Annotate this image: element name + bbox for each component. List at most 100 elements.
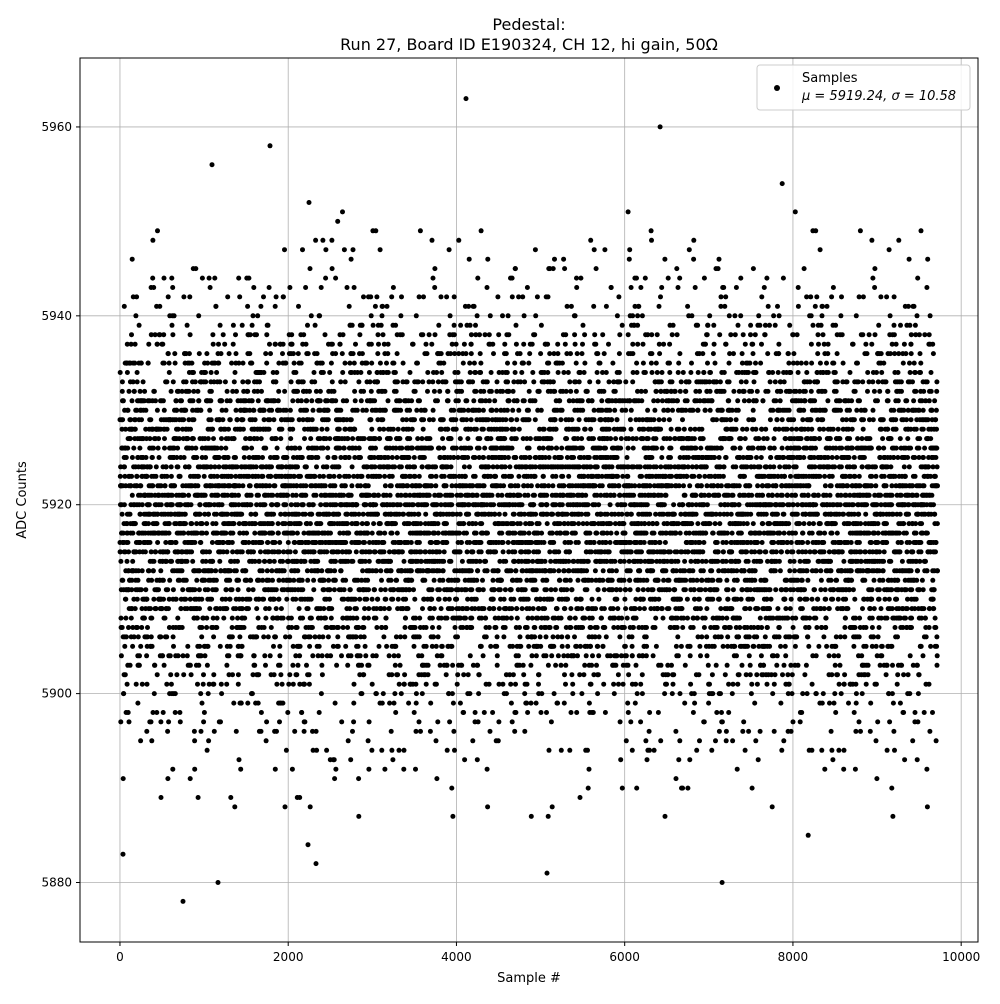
data-point: [525, 625, 530, 630]
data-point: [139, 417, 144, 422]
data-point: [529, 483, 534, 488]
data-point: [488, 313, 493, 318]
data-point: [506, 313, 511, 318]
data-point: [198, 512, 203, 517]
data-point: [133, 521, 138, 526]
data-point: [369, 748, 374, 753]
data-point: [458, 512, 463, 517]
data-point: [275, 502, 280, 507]
data-point: [239, 512, 244, 517]
data-point: [126, 625, 131, 630]
data-point: [121, 776, 126, 781]
data-point: [413, 682, 418, 687]
data-point: [462, 757, 467, 762]
data-point: [232, 804, 237, 809]
data-point: [531, 502, 536, 507]
data-point: [459, 540, 464, 545]
data-point: [478, 361, 483, 366]
data-point: [126, 549, 131, 554]
data-point: [439, 370, 444, 375]
data-point: [137, 323, 142, 328]
data-point: [524, 701, 529, 706]
data-point: [352, 285, 357, 290]
data-point: [197, 606, 202, 611]
data-point: [260, 568, 265, 573]
data-point: [193, 266, 198, 271]
data-point: [354, 549, 359, 554]
data-point: [468, 446, 473, 451]
data-point: [181, 899, 186, 904]
data-point: [237, 757, 242, 762]
data-point: [226, 427, 231, 432]
data-point: [281, 294, 286, 299]
data-point: [347, 361, 352, 366]
data-point: [469, 568, 474, 573]
data-point: [469, 351, 474, 356]
data-point: [383, 597, 388, 602]
data-point: [277, 653, 282, 658]
data-point: [437, 597, 442, 602]
data-point: [193, 379, 198, 384]
data-point: [347, 474, 352, 479]
data-point: [437, 587, 442, 592]
data-point: [191, 398, 196, 403]
data-point: [431, 417, 436, 422]
data-point: [256, 701, 261, 706]
data-point: [197, 351, 202, 356]
data-point: [118, 474, 123, 479]
data-point: [455, 682, 460, 687]
data-point: [235, 616, 240, 621]
data-point: [367, 559, 372, 564]
data-point: [237, 634, 242, 639]
data-point: [146, 521, 151, 526]
data-point: [211, 682, 216, 687]
data-point: [353, 398, 358, 403]
data-point: [151, 285, 156, 290]
data-point: [186, 493, 191, 498]
data-point: [490, 342, 495, 347]
data-point: [449, 644, 454, 649]
data-point: [455, 578, 460, 583]
data-point: [170, 767, 175, 772]
data-point: [456, 238, 461, 243]
data-point: [397, 748, 402, 753]
data-point: [155, 521, 160, 526]
data-point: [415, 436, 420, 441]
data-point: [272, 559, 277, 564]
data-point: [277, 549, 282, 554]
data-point: [165, 776, 170, 781]
data-point: [138, 389, 143, 394]
data-point: [267, 342, 272, 347]
data-point: [233, 455, 238, 460]
data-point: [367, 719, 372, 724]
data-point: [283, 361, 288, 366]
data-point: [200, 521, 205, 526]
data-point: [156, 587, 161, 592]
data-point: [454, 446, 459, 451]
data-point: [303, 483, 308, 488]
data-point: [427, 332, 432, 337]
data-point: [412, 455, 417, 460]
data-point: [262, 559, 267, 564]
data-point: [496, 719, 501, 724]
data-point: [274, 294, 279, 299]
data-point: [162, 663, 167, 668]
data-point: [458, 323, 463, 328]
data-point: [330, 342, 335, 347]
data-point: [354, 616, 359, 621]
data-point: [203, 379, 208, 384]
data-point: [342, 587, 347, 592]
data-point: [449, 436, 454, 441]
data-point: [301, 502, 306, 507]
data-point: [370, 682, 375, 687]
data-point: [303, 285, 308, 290]
data-point: [478, 370, 483, 375]
data-point: [412, 597, 417, 602]
data-point: [170, 285, 175, 290]
data-point: [187, 294, 192, 299]
data-point: [479, 644, 484, 649]
data-point: [215, 493, 220, 498]
data-point: [411, 587, 416, 592]
data-point: [378, 521, 383, 526]
data-point: [219, 398, 224, 403]
